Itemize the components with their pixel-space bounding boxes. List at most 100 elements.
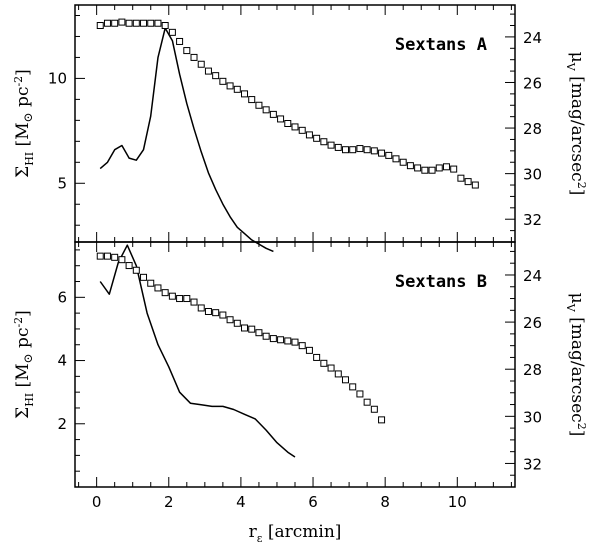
- surface-brightness-point: [255, 329, 263, 337]
- surface-brightness-point: [363, 146, 371, 154]
- surface-brightness-point: [241, 324, 249, 332]
- surface-brightness-point: [320, 359, 328, 367]
- surface-brightness-point: [291, 338, 299, 346]
- surface-brightness-point: [219, 311, 227, 319]
- surface-brightness-point: [248, 96, 256, 104]
- surface-brightness-point: [168, 292, 176, 300]
- x-tick-label: 10: [448, 493, 467, 511]
- surface-brightness-point: [269, 335, 277, 343]
- surface-brightness-point: [262, 106, 270, 114]
- surface-brightness-point: [298, 126, 306, 134]
- surface-brightness-point: [96, 22, 104, 30]
- surface-brightness-point: [349, 146, 357, 154]
- surface-brightness-point: [435, 164, 443, 172]
- panel-sextans-a: 5 10 24 26 28 30 32 Sextans A ΣHI [M⊙ pc-2] μV [m…: [12, 4, 588, 253]
- surface-brightness-point: [140, 19, 148, 27]
- x-tick-label: 4: [236, 493, 246, 511]
- surface-brightness-point: [370, 147, 378, 155]
- right-y-tick-label: 24: [523, 267, 542, 285]
- surface-brightness-point: [226, 82, 234, 90]
- surface-brightness-point: [161, 22, 169, 30]
- surface-brightness-point: [111, 19, 119, 27]
- surface-brightness-point: [341, 376, 349, 384]
- x-tick-label: 6: [308, 493, 318, 511]
- left-y-tick-label: 2: [57, 415, 67, 433]
- left-y-tick-label: 5: [57, 174, 67, 192]
- x-axis-label: rε [arcmin]: [249, 522, 342, 545]
- surface-brightness-point: [356, 145, 364, 153]
- surface-brightness-point: [197, 60, 205, 68]
- surface-brightness-point: [140, 273, 148, 281]
- surface-brightness-point: [370, 405, 378, 413]
- surface-brightness-point: [356, 390, 364, 398]
- surface-brightness-point: [320, 138, 328, 146]
- surface-brightness-point: [378, 416, 386, 424]
- surface-brightness-point: [154, 284, 162, 292]
- right-y-tick-label: 28: [523, 361, 542, 379]
- surface-brightness-point: [378, 149, 386, 157]
- surface-brightness-point: [176, 37, 184, 45]
- surface-brightness-point: [103, 19, 111, 27]
- surface-brightness-point: [334, 143, 342, 151]
- right-y-tick-label: 28: [523, 120, 542, 138]
- surface-brightness-point: [96, 252, 104, 260]
- y-axis-label-right: μV [mag/arcsec2]: [564, 293, 588, 437]
- surface-brightness-point: [414, 164, 422, 172]
- surface-brightness-point: [226, 316, 234, 324]
- surface-brightness-point: [277, 115, 285, 123]
- surface-brightness-point: [118, 18, 126, 26]
- surface-brightness-point: [421, 166, 429, 174]
- surface-brightness-point: [233, 85, 241, 93]
- surface-brightness-point: [305, 131, 313, 139]
- surface-brightness-point: [154, 19, 162, 27]
- surface-brightness-point: [305, 346, 313, 354]
- right-y-tick-label: 32: [523, 211, 542, 229]
- surface-brightness-point: [406, 162, 414, 170]
- surface-brightness-point: [219, 77, 227, 85]
- surface-brightness-point: [118, 256, 126, 264]
- surface-brightness-point: [349, 383, 357, 391]
- right-y-tick-label: 26: [523, 314, 542, 332]
- surface-brightness-point: [284, 120, 292, 127]
- y-axis-label-left: ΣHI [M⊙ pc-2]: [12, 69, 36, 178]
- surface-brightness-point: [262, 332, 270, 340]
- surface-brightness-point: [161, 289, 169, 297]
- surface-brightness-point: [125, 19, 133, 27]
- surface-brightness-point: [132, 266, 140, 274]
- surface-brightness-point: [103, 252, 111, 260]
- surface-brightness-point: [327, 364, 335, 372]
- surface-brightness-point: [204, 67, 212, 75]
- surface-brightness-point: [442, 163, 450, 171]
- surface-brightness-point: [212, 72, 220, 80]
- surface-brightness-point: [147, 279, 155, 287]
- hi-density-line: [99, 244, 296, 458]
- left-y-tick-label: 10: [48, 69, 67, 87]
- surface-brightness-point: [241, 90, 249, 98]
- surface-brightness-point: [176, 295, 184, 303]
- surface-brightness-point: [428, 166, 436, 174]
- surface-brightness-point: [190, 298, 198, 306]
- right-y-tick-label: 24: [523, 29, 542, 47]
- surface-brightness-point: [313, 353, 321, 361]
- right-y-tick-label: 32: [523, 455, 542, 473]
- surface-brightness-point: [132, 19, 140, 27]
- left-y-tick-label: 6: [57, 288, 67, 306]
- surface-brightness-point: [233, 319, 241, 327]
- right-y-tick-label: 30: [523, 408, 542, 426]
- surface-brightness-point: [168, 28, 176, 36]
- right-y-tick-label: 30: [523, 166, 542, 184]
- surface-brightness-point: [450, 165, 458, 173]
- surface-brightness-point: [334, 370, 342, 378]
- surface-brightness-point: [363, 398, 371, 406]
- x-tick-label: 8: [380, 493, 390, 511]
- surface-brightness-point: [269, 110, 277, 118]
- hi-density-line: [99, 27, 274, 253]
- surface-brightness-point: [457, 174, 465, 182]
- galaxy-name-label: Sextans A: [395, 35, 487, 55]
- surface-brightness-point: [399, 158, 407, 166]
- galaxy-name-label: Sextans B: [395, 272, 487, 292]
- surface-brightness-point: [277, 336, 285, 344]
- surface-brightness-point: [111, 253, 119, 261]
